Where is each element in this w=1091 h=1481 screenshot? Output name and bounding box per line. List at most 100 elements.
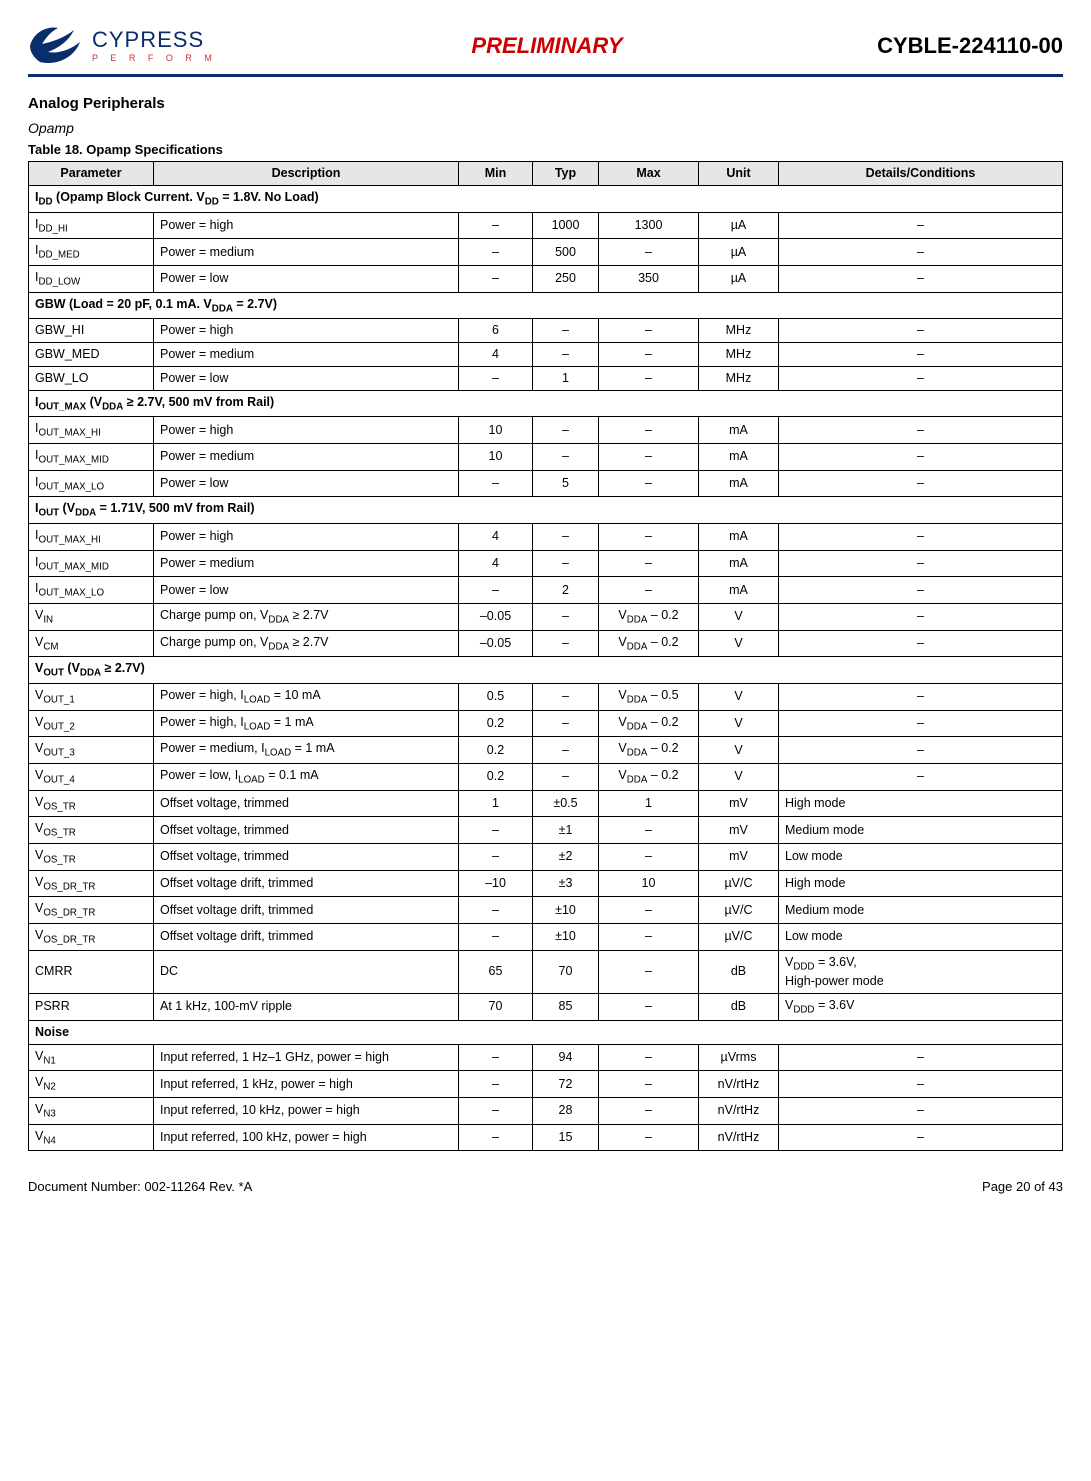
desc-cell: Offset voltage drift, trimmed	[154, 870, 459, 897]
min-cell: –	[459, 577, 533, 604]
param-cell: VN4	[29, 1124, 154, 1151]
min-cell: –	[459, 1071, 533, 1098]
table-row: VN1Input referred, 1 Hz–1 GHz, power = h…	[29, 1044, 1063, 1071]
group-cell: IOUT_MAX (VDDA ≥ 2.7V, 500 mV from Rail)	[29, 390, 1063, 417]
table-row: IDD_HIPower = high–10001300µA–	[29, 212, 1063, 239]
min-cell: –	[459, 366, 533, 390]
unit-cell: mV	[699, 790, 779, 817]
max-cell: 1300	[599, 212, 699, 239]
min-cell: –	[459, 817, 533, 844]
typ-cell: 1000	[533, 212, 599, 239]
typ-cell: –	[533, 604, 599, 631]
desc-cell: Power = high, ILOAD = 10 mA	[154, 684, 459, 711]
logo-glyph-icon	[28, 24, 84, 68]
desc-cell: Input referred, 1 Hz–1 GHz, power = high	[154, 1044, 459, 1071]
header-rule	[28, 74, 1063, 77]
table-header-row: Parameter Description Min Typ Max Unit D…	[29, 162, 1063, 186]
table-row: IDD_MEDPower = medium–500–µA–	[29, 239, 1063, 266]
min-cell: –10	[459, 870, 533, 897]
table-group-row: VOUT (VDDA ≥ 2.7V)	[29, 657, 1063, 684]
typ-cell: ±10	[533, 897, 599, 924]
max-cell: –	[599, 1124, 699, 1151]
table-row: VN2Input referred, 1 kHz, power = high–7…	[29, 1071, 1063, 1098]
typ-cell: –	[533, 684, 599, 711]
max-cell: –	[599, 319, 699, 343]
typ-cell: 500	[533, 239, 599, 266]
max-cell: VDDA – 0.2	[599, 604, 699, 631]
param-cell: IDD_LOW	[29, 265, 154, 292]
det-cell: –	[779, 710, 1063, 737]
det-cell: –	[779, 239, 1063, 266]
table-row: VN4Input referred, 100 kHz, power = high…	[29, 1124, 1063, 1151]
unit-cell: mA	[699, 470, 779, 497]
det-cell: –	[779, 444, 1063, 471]
table-row: VOUT_4Power = low, ILOAD = 0.1 mA0.2–VDD…	[29, 763, 1063, 790]
min-cell: –	[459, 212, 533, 239]
group-cell: IDD (Opamp Block Current. VDD = 1.8V. No…	[29, 185, 1063, 212]
col-unit: Unit	[699, 162, 779, 186]
det-cell: –	[779, 319, 1063, 343]
param-cell: VN3	[29, 1097, 154, 1124]
col-details: Details/Conditions	[779, 162, 1063, 186]
param-cell: IOUT_MAX_LO	[29, 577, 154, 604]
unit-cell: µV/C	[699, 923, 779, 950]
table-row: VOS_TROffset voltage, trimmed–±2–mVLow m…	[29, 843, 1063, 870]
param-cell: VOUT_4	[29, 763, 154, 790]
desc-cell: Power = high	[154, 417, 459, 444]
table-row: IOUT_MAX_LOPower = low–5–mA–	[29, 470, 1063, 497]
det-cell: –	[779, 524, 1063, 551]
unit-cell: µV/C	[699, 897, 779, 924]
group-cell: Noise	[29, 1020, 1063, 1044]
unit-cell: V	[699, 737, 779, 764]
max-cell: –	[599, 950, 699, 994]
min-cell: 0.2	[459, 737, 533, 764]
desc-cell: Offset voltage drift, trimmed	[154, 897, 459, 924]
desc-cell: Power = low, ILOAD = 0.1 mA	[154, 763, 459, 790]
table-row: GBW_HIPower = high6––MHz–	[29, 319, 1063, 343]
table-row: VOS_DR_TROffset voltage drift, trimmed–1…	[29, 870, 1063, 897]
desc-cell: Power = medium	[154, 444, 459, 471]
table-row: IOUT_MAX_MIDPower = medium4––mA–	[29, 550, 1063, 577]
typ-cell: 28	[533, 1097, 599, 1124]
det-cell: High mode	[779, 790, 1063, 817]
table-row: CMRRDC6570–dBVDDD = 3.6V,High-power mode	[29, 950, 1063, 994]
logo: CYPRESS P E R F O R M	[28, 24, 217, 68]
table-row: VOS_TROffset voltage, trimmed1±0.51mVHig…	[29, 790, 1063, 817]
table-row: VOS_DR_TROffset voltage drift, trimmed–±…	[29, 897, 1063, 924]
table-row: VOS_TROffset voltage, trimmed–±1–mVMediu…	[29, 817, 1063, 844]
typ-cell: –	[533, 630, 599, 657]
param-cell: PSRR	[29, 994, 154, 1021]
desc-cell: Offset voltage, trimmed	[154, 817, 459, 844]
min-cell: –0.05	[459, 604, 533, 631]
param-cell: IOUT_MAX_MID	[29, 550, 154, 577]
section-title: Analog Peripherals	[28, 95, 1063, 112]
desc-cell: Power = medium	[154, 239, 459, 266]
desc-cell: Power = low	[154, 577, 459, 604]
param-cell: GBW_MED	[29, 343, 154, 367]
max-cell: –	[599, 366, 699, 390]
col-description: Description	[154, 162, 459, 186]
unit-cell: µA	[699, 239, 779, 266]
typ-cell: –	[533, 343, 599, 367]
unit-cell: µA	[699, 212, 779, 239]
table-row: VOUT_2Power = high, ILOAD = 1 mA0.2–VDDA…	[29, 710, 1063, 737]
unit-cell: mA	[699, 577, 779, 604]
desc-cell: Power = low	[154, 265, 459, 292]
max-cell: VDDA – 0.2	[599, 630, 699, 657]
unit-cell: mA	[699, 550, 779, 577]
typ-cell: ±2	[533, 843, 599, 870]
max-cell: –	[599, 994, 699, 1021]
typ-cell: ±10	[533, 923, 599, 950]
page-footer: Document Number: 002-11264 Rev. *A Page …	[28, 1179, 1063, 1194]
col-max: Max	[599, 162, 699, 186]
min-cell: –	[459, 265, 533, 292]
det-cell: –	[779, 343, 1063, 367]
table-group-row: IOUT (VDDA = 1.71V, 500 mV from Rail)	[29, 497, 1063, 524]
unit-cell: MHz	[699, 319, 779, 343]
col-min: Min	[459, 162, 533, 186]
table-row: VN3Input referred, 10 kHz, power = high–…	[29, 1097, 1063, 1124]
min-cell: 70	[459, 994, 533, 1021]
page-number: Page 20 of 43	[982, 1179, 1063, 1194]
det-cell: –	[779, 763, 1063, 790]
param-cell: IOUT_MAX_HI	[29, 417, 154, 444]
